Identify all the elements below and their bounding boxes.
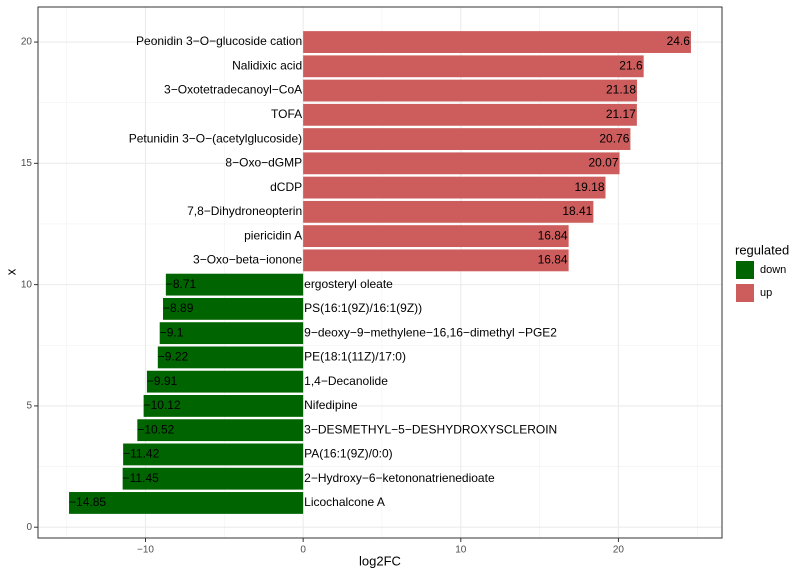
value-label: 20.76	[599, 131, 629, 145]
bar	[303, 249, 569, 272]
value-label: 18.41	[562, 204, 592, 218]
bar	[157, 346, 304, 369]
legend-title: regulated	[735, 242, 789, 257]
value-label: −9.1	[160, 325, 184, 339]
x-tick-label: 20	[613, 545, 625, 556]
bar	[163, 297, 304, 320]
bar-name: 8−Oxo−dGMP	[225, 156, 302, 170]
legend-label: up	[760, 287, 772, 299]
bar	[165, 273, 304, 296]
bar-name: 2−Hydroxy−6−ketononatrienedioate	[304, 471, 495, 485]
y-tick-label: 20	[21, 37, 33, 48]
legend-swatch	[736, 261, 754, 279]
bar	[303, 200, 594, 223]
bar	[159, 322, 304, 345]
value-label: −8.89	[163, 301, 194, 315]
bar	[137, 419, 304, 442]
bar-name: Nifedipine	[304, 398, 358, 412]
value-label: −11.45	[123, 471, 159, 485]
x-tick-label: 10	[455, 545, 467, 556]
value-label: −9.22	[158, 350, 189, 364]
bar-name: 3−DESMETHYL−5−DESHYDROXYSCLEROIN	[304, 422, 557, 436]
bar-name: Petunidin 3−O−(acetylglucoside)	[129, 131, 302, 145]
bar-name: PS(16:1(9Z)/16:1(9Z))	[304, 301, 422, 315]
value-label: 24.6	[667, 34, 691, 48]
bar	[122, 467, 304, 490]
value-label: 19.18	[574, 180, 604, 194]
bar	[303, 79, 638, 102]
bar-name: Peonidin 3−O−glucoside cation	[136, 34, 302, 48]
bar-name: 3−Oxo−beta−ionone	[193, 253, 302, 267]
value-label: −8.71	[166, 277, 197, 291]
bar-name: 3−Oxotetradecanoyl−CoA	[164, 83, 302, 97]
legend-label: down	[760, 264, 786, 276]
bar	[303, 55, 644, 78]
bar-name: ergosteryl oleate	[304, 277, 393, 291]
bar-name: 9−deoxy−9−methylene−16,16−dimethyl −PGE2	[304, 325, 557, 339]
value-label: 16.84	[538, 228, 568, 242]
y-tick-label: 5	[26, 401, 32, 412]
bar-name: Licochalcone A	[304, 495, 385, 509]
value-label: 16.84	[538, 253, 568, 267]
legend-swatch	[736, 284, 754, 302]
value-label: 20.07	[589, 156, 619, 170]
value-label: 21.6	[619, 58, 643, 72]
value-label: −9.91	[147, 374, 178, 388]
bar	[303, 128, 631, 150]
value-label: −10.12	[144, 398, 181, 412]
y-tick-label: 10	[21, 279, 33, 290]
bar-name: 1,4−Decanolide	[304, 374, 388, 388]
bar	[303, 31, 691, 53]
bar-name: PA(16:1(9Z)/0:0)	[304, 447, 392, 461]
bar-name: 7,8−Dihydroneopterin	[187, 204, 302, 218]
bar-name: TOFA	[271, 107, 302, 121]
y-tick-label: 15	[21, 158, 33, 169]
value-label: −14.85	[69, 495, 106, 509]
bar	[303, 225, 569, 248]
bar	[143, 395, 304, 417]
value-label: 21.17	[606, 107, 636, 121]
bar	[123, 443, 304, 466]
bar	[303, 103, 637, 126]
value-label: 21.18	[606, 83, 636, 97]
x-tick-label: 0	[300, 545, 306, 556]
bar	[69, 492, 304, 514]
bar-name: PE(18:1(11Z)/17:0)	[304, 350, 406, 364]
bar-name: dCDP	[270, 180, 302, 194]
value-label: −10.52	[137, 422, 174, 436]
bar-name: Nalidixic acid	[232, 58, 302, 72]
value-label: −11.42	[123, 447, 159, 461]
x-tick-label: −10	[137, 545, 154, 556]
bar	[303, 176, 606, 199]
bar	[303, 152, 620, 175]
y-axis-title: x	[3, 268, 18, 275]
bar-name: piericidin A	[244, 228, 302, 242]
panel-border	[37, 6, 723, 539]
bar	[146, 370, 304, 393]
y-tick-label: 0	[26, 522, 32, 533]
x-axis-title: log2FC	[359, 553, 401, 568]
